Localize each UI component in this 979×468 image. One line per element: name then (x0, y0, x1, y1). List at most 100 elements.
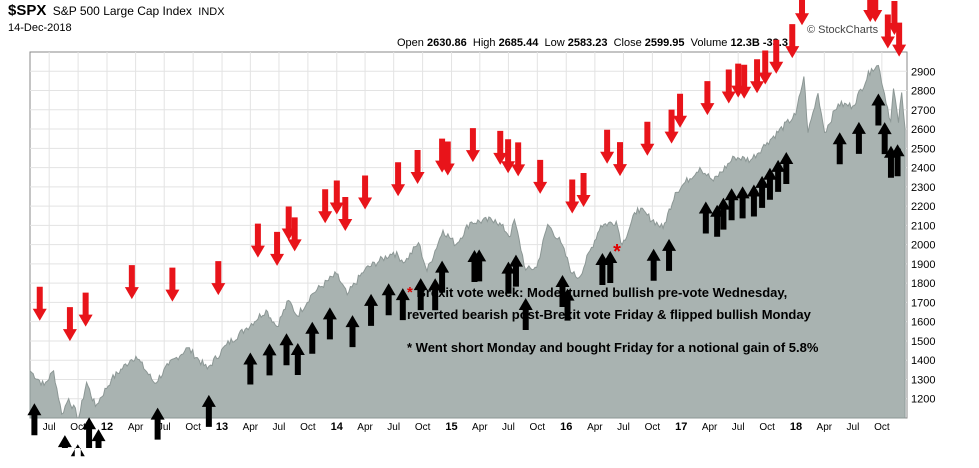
black-up-arrow (279, 333, 294, 366)
black-up-arrow (518, 298, 533, 331)
y-tick-label: 2500 (911, 143, 935, 155)
black-up-arrow (428, 278, 443, 311)
black-up-arrow (262, 343, 277, 376)
black-up-arrow (57, 435, 72, 448)
price-area (29, 64, 906, 419)
red-down-arrow (358, 175, 373, 210)
x-tick-label: Jul (43, 422, 56, 433)
x-tick-label: Apr (357, 422, 373, 433)
red-down-arrow (769, 39, 784, 74)
red-down-arrow (318, 189, 333, 224)
y-tick-label: 1500 (911, 336, 935, 348)
black-up-arrow (413, 278, 428, 311)
black-up-arrow (698, 201, 713, 234)
annotation-red-star: * (407, 284, 413, 301)
y-tick-label: 2700 (911, 105, 935, 117)
x-tick-label: Oct (415, 422, 431, 433)
y-tick-label: 1600 (911, 317, 935, 329)
black-up-arrow (646, 248, 661, 281)
x-tick-label: Jul (158, 422, 171, 433)
chart-header: $SPX S&P 500 Large Cap Index INDX (8, 2, 225, 19)
red-down-arrow (737, 64, 752, 99)
black-up-arrow (755, 175, 770, 208)
x-tick-label: Apr (817, 422, 833, 433)
red-down-arrow (700, 81, 715, 116)
red-down-arrow (211, 261, 226, 296)
red-down-arrow (758, 50, 773, 85)
black-up-arrow (70, 444, 85, 457)
x-tick-label: 12 (101, 421, 113, 433)
y-tick-label: 2100 (911, 220, 935, 232)
black-up-arrow (91, 429, 106, 448)
x-tick-label: Oct (874, 422, 890, 433)
x-tick-label: Oct (70, 422, 86, 433)
y-tick-label: 2800 (911, 86, 935, 98)
ohlc-line: Open 2630.86 High 2685.44 Low 2583.23 Cl… (397, 37, 788, 49)
x-tick-label: 16 (560, 421, 572, 433)
red-down-arrow (640, 121, 655, 156)
red-down-arrow (664, 109, 679, 144)
red-down-arrow (892, 22, 907, 57)
x-tick-label: Jul (502, 422, 515, 433)
open-value: 2630.86 (426, 37, 467, 49)
x-tick-label: 18 (790, 421, 802, 433)
x-tick-label: Jul (617, 422, 630, 433)
black-up-arrow (364, 293, 379, 326)
black-up-arrow (435, 260, 450, 293)
x-tick-label: Apr (243, 422, 259, 433)
black-up-arrow (243, 352, 258, 385)
black-up-arrow (771, 159, 786, 192)
red-down-arrow (287, 217, 302, 252)
red-down-arrow (32, 286, 47, 321)
black-up-arrow (501, 261, 516, 294)
volume-value: 12.3B (730, 37, 760, 49)
red-down-arrow (511, 142, 526, 177)
x-tick-label: Jul (732, 422, 745, 433)
black-up-arrow (508, 254, 523, 287)
high-label: High (472, 37, 496, 49)
red-down-arrow (165, 267, 180, 302)
black-up-arrow (381, 283, 396, 316)
black-up-arrow (762, 167, 777, 200)
black-up-arrow (345, 315, 360, 348)
x-tick-label: Apr (128, 422, 144, 433)
y-tick-label: 2200 (911, 201, 935, 213)
black-up-arrow (150, 407, 165, 440)
black-up-arrow (832, 132, 847, 165)
brand-watermark: © StockCharts (807, 24, 879, 36)
black-up-arrow (851, 121, 866, 154)
black-up-arrow (395, 288, 410, 321)
x-tick-label: 17 (675, 421, 687, 433)
red-down-arrow (124, 265, 139, 300)
red-down-arrow (613, 142, 628, 177)
red-down-arrow (880, 14, 895, 49)
black-up-arrow (877, 122, 892, 155)
red-down-arrow (62, 307, 77, 342)
black-up-arrow (716, 197, 731, 230)
y-tick-label: 1900 (911, 259, 935, 271)
y-tick-label: 1800 (911, 278, 935, 290)
low-label: Low (544, 37, 565, 49)
red-down-arrow (721, 69, 736, 104)
red-down-arrow (493, 130, 508, 165)
exchange: INDX (198, 6, 225, 18)
red-down-arrow (78, 292, 93, 327)
close-label: Close (613, 37, 642, 49)
black-up-arrow (27, 403, 42, 436)
black-up-arrow (472, 249, 487, 282)
index-name: S&P 500 Large Cap Index (52, 4, 192, 18)
red-down-arrow (338, 197, 353, 232)
x-tick-label: Oct (645, 422, 661, 433)
y-tick-label: 2400 (911, 163, 935, 175)
red-down-arrow (270, 231, 285, 266)
black-up-arrow (871, 93, 886, 126)
black-up-arrow (322, 307, 337, 340)
red-down-arrow (565, 179, 580, 214)
annotation-text-1: Brexit vote week: Model turned bullish p… (416, 285, 788, 300)
black-up-arrow (735, 186, 750, 219)
red-down-arrow (750, 59, 765, 94)
black-up-arrow (290, 342, 305, 375)
symbol: $SPX (8, 2, 47, 19)
red-down-arrow (465, 128, 480, 163)
x-tick-label: Oct (300, 422, 316, 433)
